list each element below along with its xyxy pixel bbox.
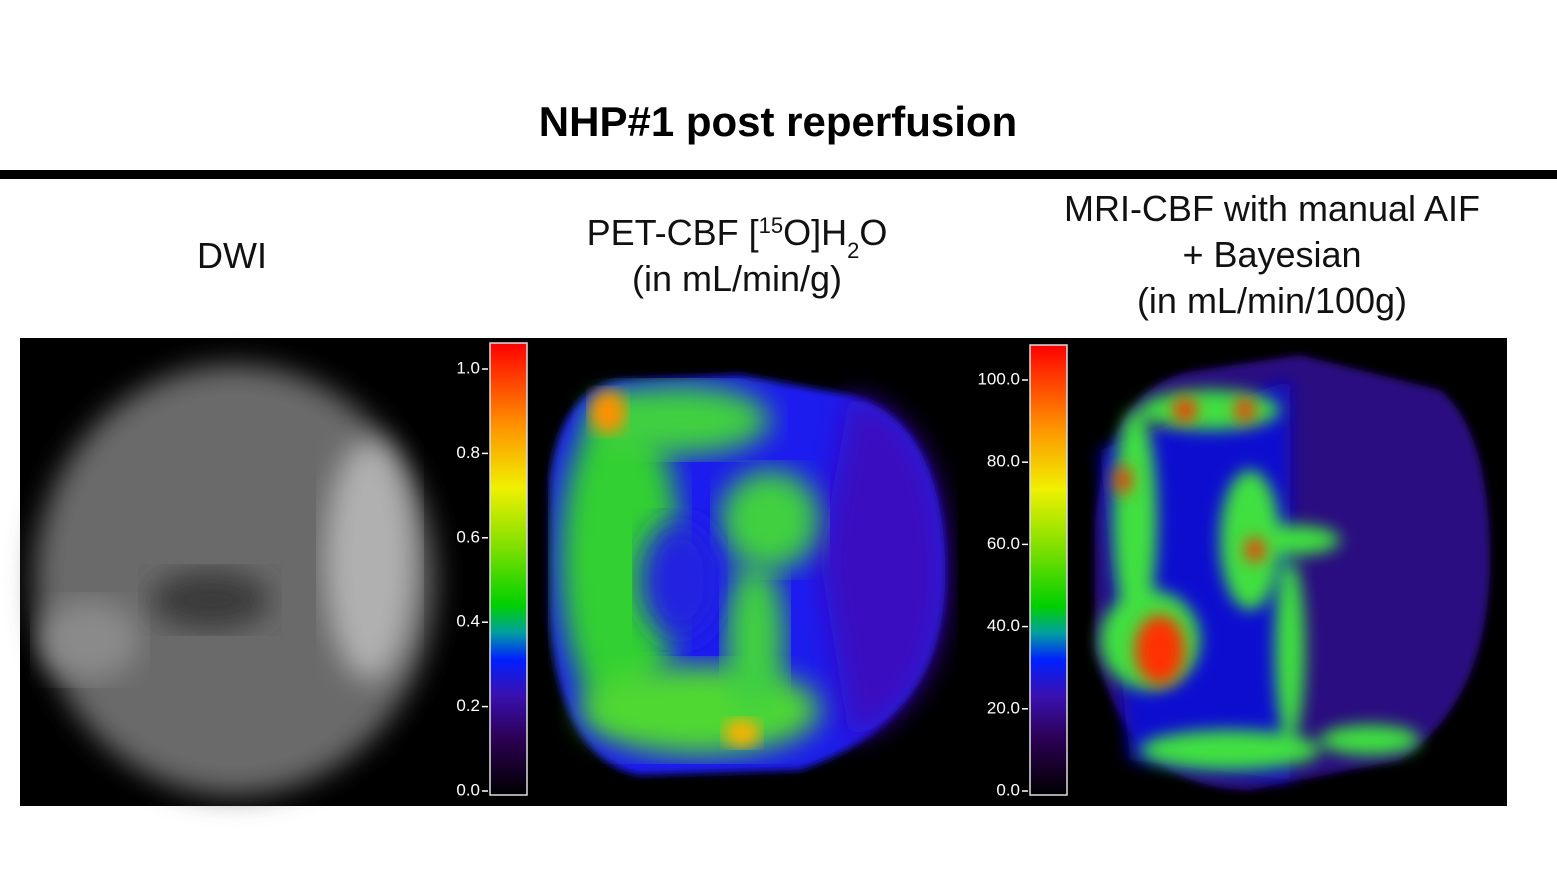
panel-label: PET-CBF [15O]H2O — [587, 212, 888, 263]
label-part: 15 — [759, 213, 783, 238]
panel-label: + Bayesian — [1182, 234, 1361, 275]
tick-label: 80.0 — [987, 452, 1020, 471]
tick-label: 0.0 — [996, 780, 1020, 799]
tick-label: 0.8 — [456, 443, 480, 462]
label-part: DWI — [197, 235, 267, 276]
dwi-image — [35, 365, 435, 795]
tick-label: 1.0 — [456, 358, 480, 377]
label-part: (in mL/min/g) — [632, 258, 842, 299]
panel-label: (in mL/min/g) — [632, 258, 842, 299]
tick-label: 0.2 — [456, 696, 480, 715]
tick-label: 100.0 — [977, 369, 1020, 388]
tick-label: 40.0 — [987, 616, 1020, 635]
tick-label: 0.4 — [456, 612, 480, 631]
tick-label: 0.6 — [456, 527, 480, 546]
title: NHP#1 post reperfusion — [539, 98, 1017, 145]
label-part: 2 — [847, 238, 859, 263]
label-part: PET-CBF [ — [587, 212, 759, 253]
tick-label: 20.0 — [987, 698, 1020, 717]
colorbar — [489, 342, 528, 796]
label-part: MRI-CBF with manual AIF — [1064, 188, 1480, 229]
label-part: O — [859, 212, 887, 253]
pet-image — [550, 375, 946, 775]
panel-label: (in mL/min/100g) — [1137, 280, 1407, 321]
label-part: O]H — [783, 212, 847, 253]
tick-label: 60.0 — [987, 534, 1020, 553]
label-part: + Bayesian — [1182, 234, 1361, 275]
panel-label: MRI-CBF with manual AIF — [1064, 188, 1480, 229]
tick-label: 0.0 — [456, 780, 480, 799]
divider — [0, 170, 1557, 179]
label-part: (in mL/min/100g) — [1137, 280, 1407, 321]
mri-image — [1095, 355, 1490, 790]
colorbar — [1029, 344, 1068, 796]
panel-label: DWI — [197, 235, 267, 276]
